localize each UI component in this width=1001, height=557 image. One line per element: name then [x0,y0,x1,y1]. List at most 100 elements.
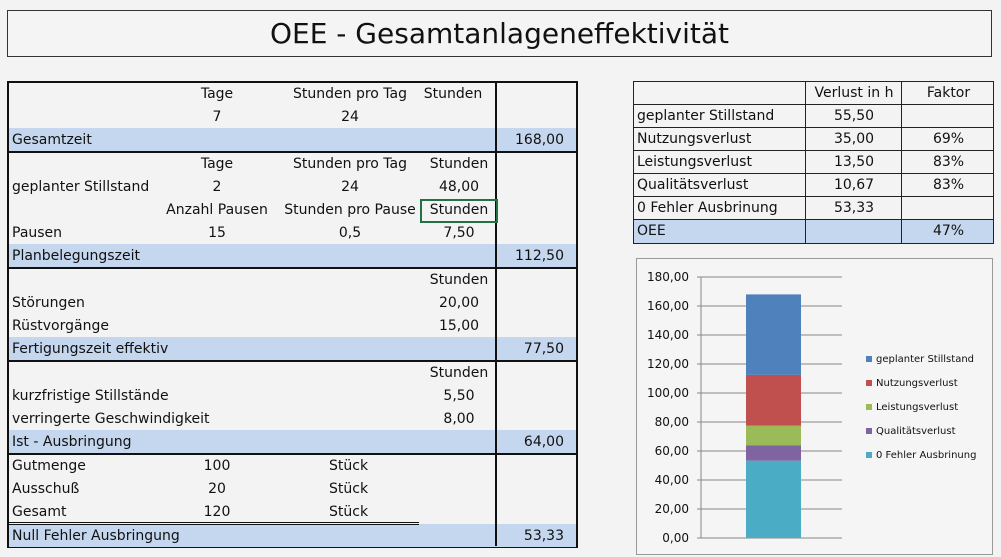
cell[interactable]: 24 [341,109,359,125]
divider [9,360,576,362]
table-row: OEE 47% [634,220,993,243]
y-tick-label: 100,00 [647,386,689,400]
cell[interactable]: 2 [212,179,222,195]
row-band [9,430,576,453]
cell: Stück [329,481,369,497]
row-band [9,524,576,547]
header-stunden: Stunden [423,86,483,102]
legend-label: 0 Fehler Ausbrinung [876,450,976,461]
value[interactable]: 77,50 [523,341,564,357]
cell[interactable] [902,105,995,127]
y-tick-label: 0,00 [662,531,689,545]
y-tick-label: 160,00 [647,299,689,313]
label: verringerte Geschwindigkeit [12,411,210,427]
row-band [9,244,576,267]
cell[interactable]: 48,00 [438,179,480,195]
legend-swatch [866,404,872,410]
y-tick-label: 80,00 [655,415,689,429]
y-tick-label: 20,00 [655,502,689,516]
cell[interactable]: geplanter Stillstand [637,108,775,124]
cell[interactable]: 13,50 [833,154,875,170]
value[interactable]: 112,50 [515,248,564,264]
legend-swatch [866,452,872,458]
cell[interactable]: 0,5 [338,225,362,241]
legend-label: geplanter Stillstand [876,354,974,365]
value[interactable]: 64,00 [523,434,564,450]
header-stunden: Stunden [429,272,489,288]
divider [9,522,419,525]
header-anzahl-pausen: Anzahl Pausen [166,202,268,218]
label: Null Fehler Ausbringung [12,528,180,544]
divider [9,151,576,153]
cell: Stück [329,458,369,474]
cell[interactable]: 83% [932,177,965,193]
label: Rüstvorgänge [12,318,109,334]
label: Fertigungszeit effektiv [12,341,169,357]
label: Ist - Ausbringung [12,434,132,450]
selected-cell[interactable] [420,199,498,223]
table-row: 0 Fehler Ausbrinung 53,33 [634,197,993,220]
header-stunden: Stunden [429,156,489,172]
cell[interactable]: 53,33 [833,200,875,216]
header-stunden: Stunden [429,202,489,218]
cell[interactable]: 100 [203,458,231,474]
divider [805,82,806,243]
cell[interactable]: Leistungsverlust [637,154,752,170]
label: Störungen [12,295,85,311]
chart-svg: 0,00 20,00 40,00 60,00 80,00 100,00 120,00 140,… [647,270,976,545]
divider [9,267,576,269]
cell[interactable]: 0 Fehler Ausbrinung [637,200,778,216]
cell[interactable]: 120 [203,504,231,520]
table-header: Verlust in h Faktor [634,82,993,105]
label: Gutmenge [12,458,86,474]
cell[interactable]: 55,50 [833,108,875,124]
divider [901,82,902,243]
cell[interactable]: 20,00 [438,295,480,311]
cell[interactable]: 47% [932,223,965,239]
label: geplanter Stillstand [12,179,150,195]
cell[interactable]: 15 [208,225,226,241]
y-tick-label: 120,00 [647,357,689,371]
cell[interactable]: 8,00 [443,411,475,427]
legend-label: Qualitätsverlust [876,426,956,437]
bar-segment [746,460,801,538]
cell[interactable] [902,197,995,219]
cell[interactable]: 35,00 [833,131,875,147]
table-row: Qualitätsverlust 10,67 83% [634,174,993,197]
cell[interactable]: 5,50 [443,388,475,404]
cell[interactable]: 24 [341,179,359,195]
table-row: Nutzungsverlust 35,00 69% [634,128,993,151]
cell[interactable]: Nutzungsverlust [637,131,752,147]
row-band [9,128,576,151]
y-tick-label: 60,00 [655,444,689,458]
legend-label: Leistungsverlust [876,402,958,413]
cell[interactable]: 15,00 [438,318,480,334]
header-stunden: Stunden [429,365,489,381]
cell[interactable]: 69% [932,131,965,147]
cell[interactable]: 7,50 [443,225,475,241]
cell[interactable]: 7 [212,109,222,125]
label: Ausschuß [12,481,80,497]
value[interactable]: 168,00 [515,132,564,148]
bar-segment [746,374,801,426]
cell[interactable]: OEE [637,223,666,239]
cell[interactable]: Qualitätsverlust [637,177,749,193]
cell[interactable] [806,220,902,242]
cell[interactable]: 20 [208,481,226,497]
table-row: geplanter Stillstand 55,50 [634,105,993,128]
label: Gesamt [12,504,67,520]
legend-swatch [866,356,872,362]
column-header: Verlust in h [814,85,894,101]
label: kurzfristige Stillstände [12,388,169,404]
header-stunden-pro-pause: Stunden pro Pause [284,202,416,218]
header-stunden-pro-tag: Stunden pro Tag [293,86,407,102]
cell[interactable]: 83% [932,154,965,170]
y-tick-label: 180,00 [647,270,689,284]
row-band [9,337,576,360]
column-header [637,82,807,104]
value[interactable]: 53,33 [523,528,564,544]
y-tick-label: 140,00 [647,328,689,342]
label: Gesamtzeit [12,132,92,148]
stacked-bar-chart: 0,00 20,00 40,00 60,00 80,00 100,00 120,00 140,… [636,258,993,555]
cell[interactable]: 10,67 [833,177,875,193]
